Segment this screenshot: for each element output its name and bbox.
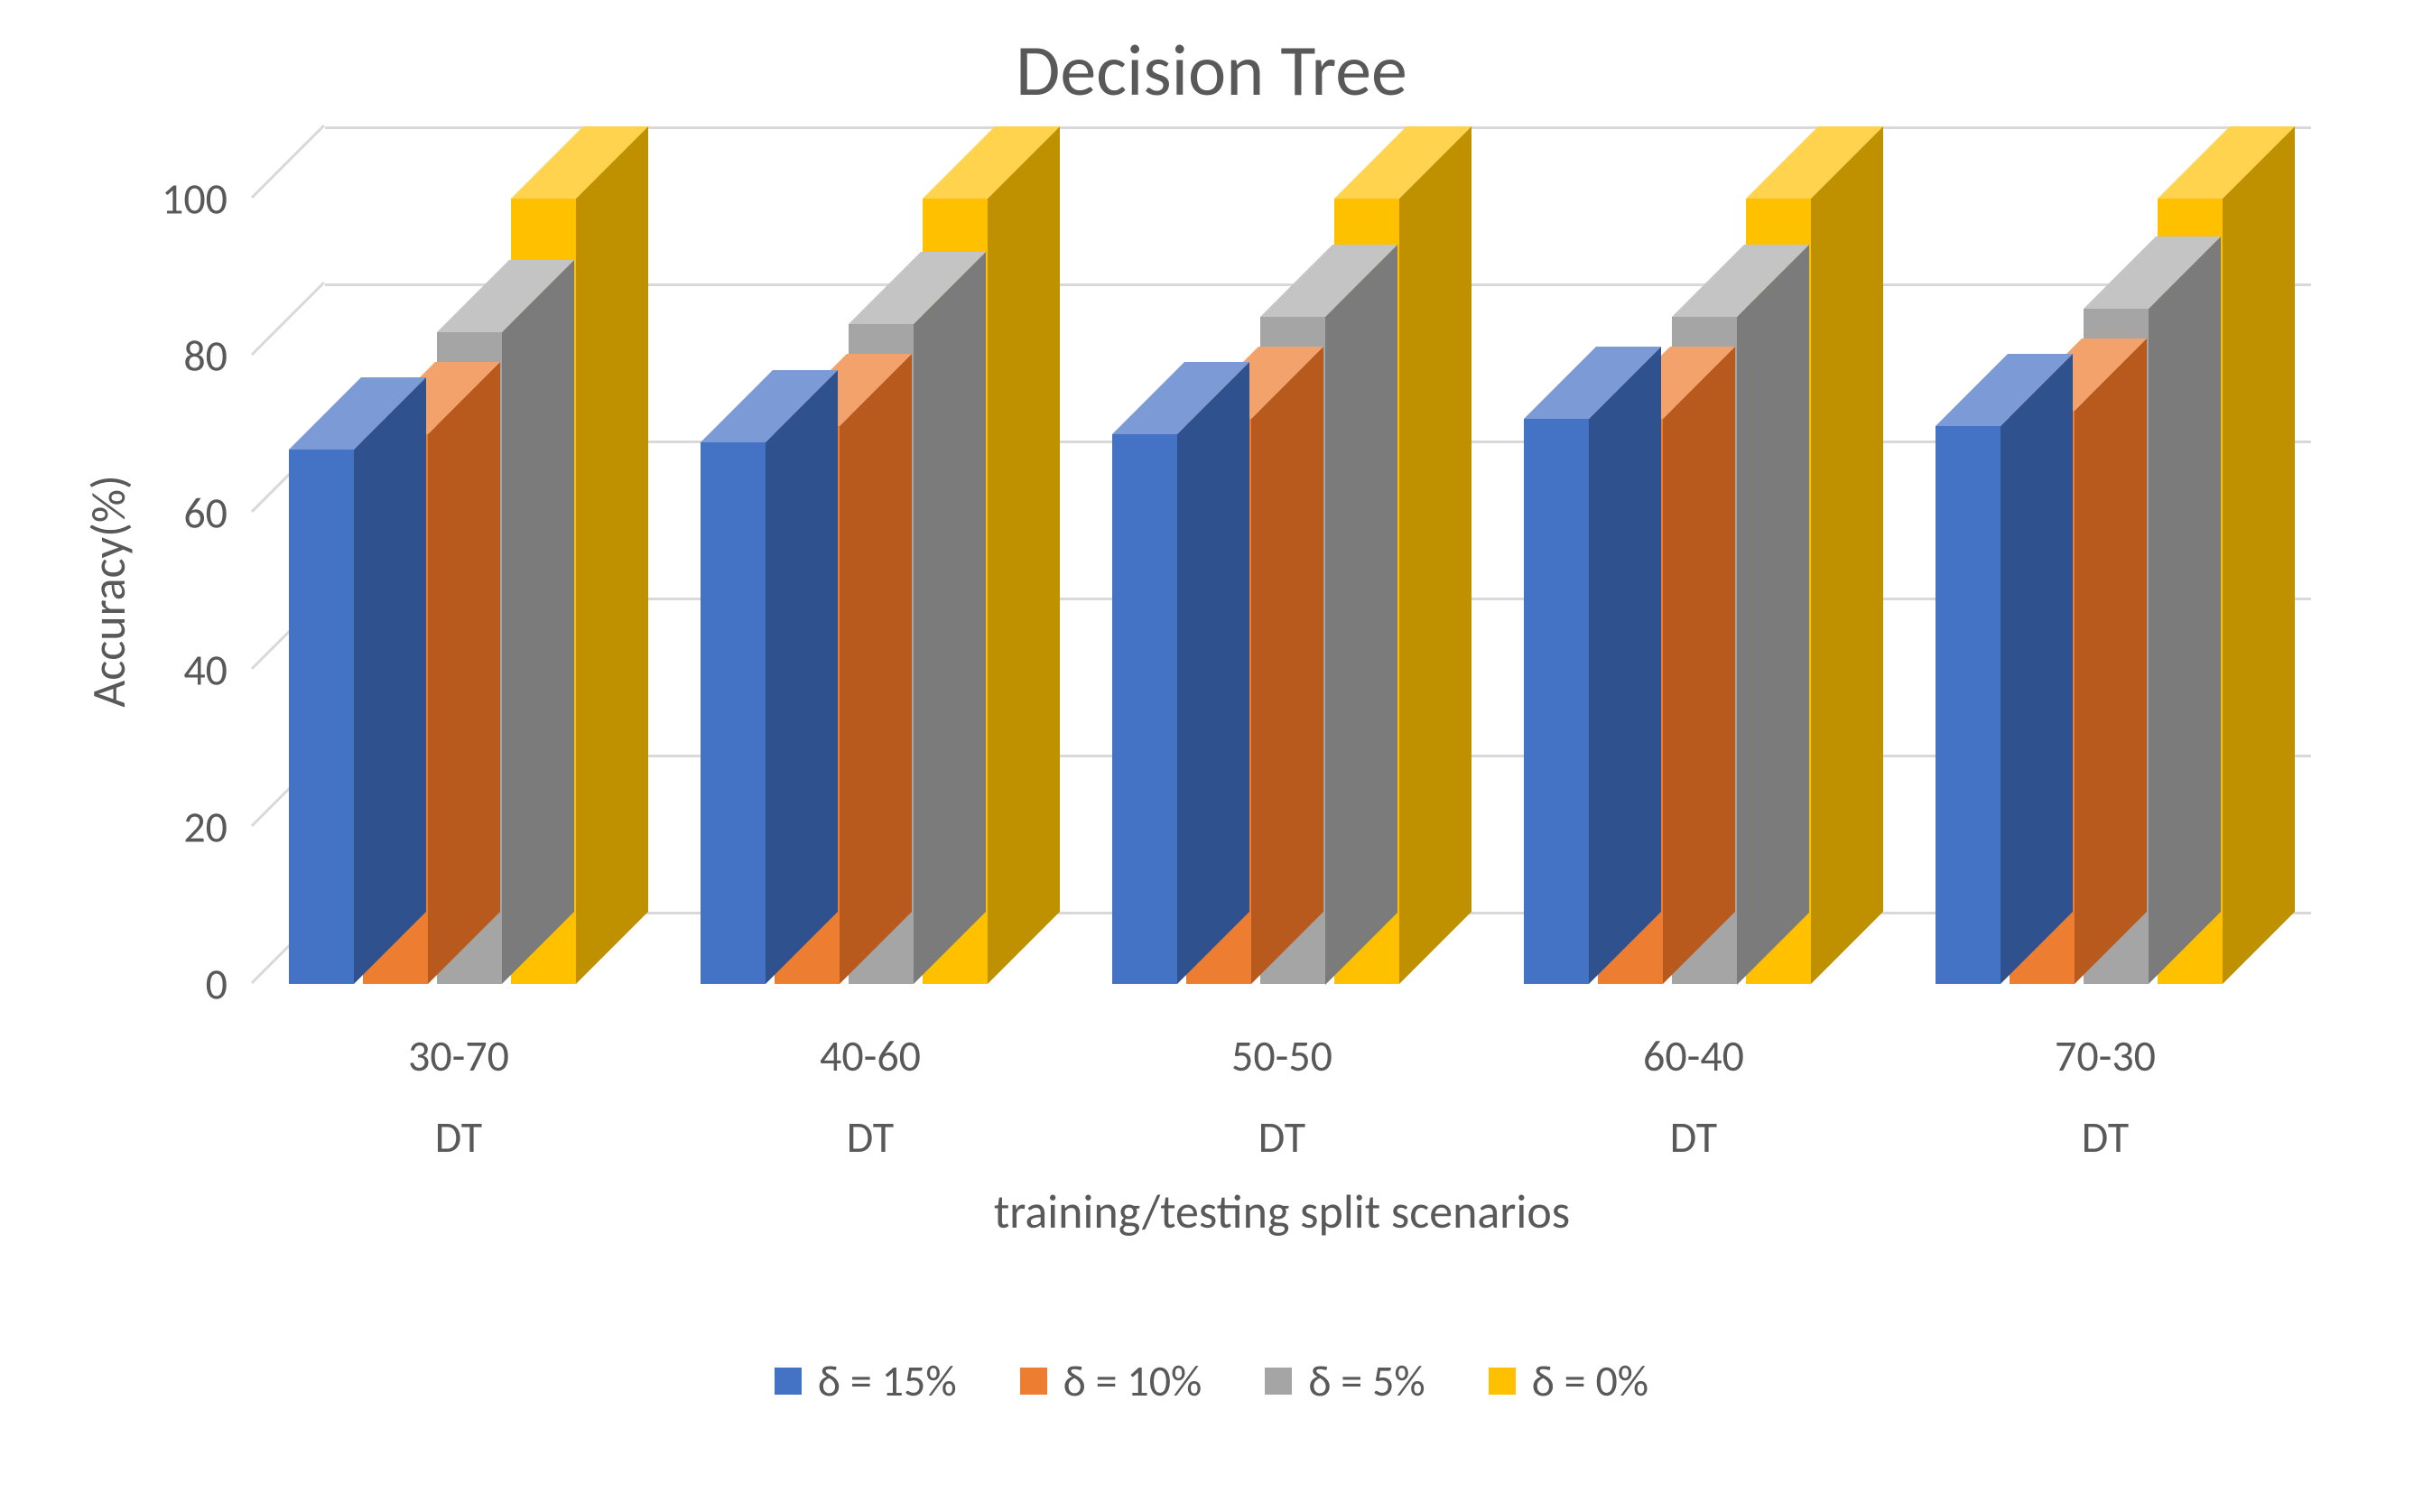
legend-swatch (1489, 1368, 1516, 1395)
bar-group (1899, 199, 2311, 984)
bar-group (1076, 199, 1488, 984)
x-tick-sublabel: DT (1488, 1110, 1899, 1164)
y-axis-title: Accuracy(%) (79, 475, 137, 708)
y-tick-label: 0 (206, 958, 253, 1011)
x-tick-label: 60-40 (1488, 1029, 1899, 1082)
bar-group (664, 199, 1076, 984)
bar (701, 442, 766, 984)
y-tick-label: 80 (183, 329, 253, 383)
y-axis-title-container: Accuracy(%) (81, 199, 135, 984)
legend-swatch (1020, 1368, 1047, 1395)
y-tick-label: 20 (183, 801, 253, 854)
bar (289, 450, 354, 984)
legend-swatch (1265, 1368, 1292, 1395)
legend-label: δ = 10% (1063, 1354, 1202, 1407)
legend: δ = 15% δ = 10% δ = 5% δ = 0% (0, 1354, 2423, 1407)
y-tick-label: 60 (183, 487, 253, 540)
bar-group (1488, 199, 1899, 984)
y-tick-label: 40 (183, 644, 253, 697)
legend-label: δ = 5% (1308, 1354, 1425, 1407)
x-tick-label: 70-30 (1899, 1029, 2311, 1082)
bar-groups (253, 199, 2311, 984)
legend-item: δ = 5% (1265, 1354, 1425, 1407)
legend-label: δ = 15% (818, 1354, 957, 1407)
x-tick-label: 30-70 (253, 1029, 664, 1082)
chart-title: Decision Tree (0, 27, 2423, 115)
x-tick-sublabel: DT (253, 1110, 664, 1164)
bar-group (253, 199, 664, 984)
bar (1524, 419, 1589, 984)
bar (1112, 434, 1177, 984)
legend-item: δ = 10% (1020, 1354, 1202, 1407)
x-tick-sublabel: DT (1899, 1110, 2311, 1164)
legend-item: δ = 0% (1489, 1354, 1648, 1407)
plot-area: 020406080100 (253, 199, 2311, 984)
x-tick-sublabel: DT (1076, 1110, 1488, 1164)
chart-container: Decision Tree Accuracy(%) 020406080100 3… (0, 0, 2423, 1512)
x-tick-sublabel: DT (664, 1110, 1076, 1164)
legend-item: δ = 15% (775, 1354, 957, 1407)
x-axis-title: training/testing split scenarios (253, 1183, 2311, 1240)
bar (1936, 426, 2001, 984)
x-tick-label: 40-60 (664, 1029, 1076, 1082)
x-tick-label: 50-50 (1076, 1029, 1488, 1082)
legend-swatch (775, 1368, 802, 1395)
legend-label: δ = 0% (1532, 1354, 1648, 1407)
y-tick-label: 100 (162, 172, 253, 226)
